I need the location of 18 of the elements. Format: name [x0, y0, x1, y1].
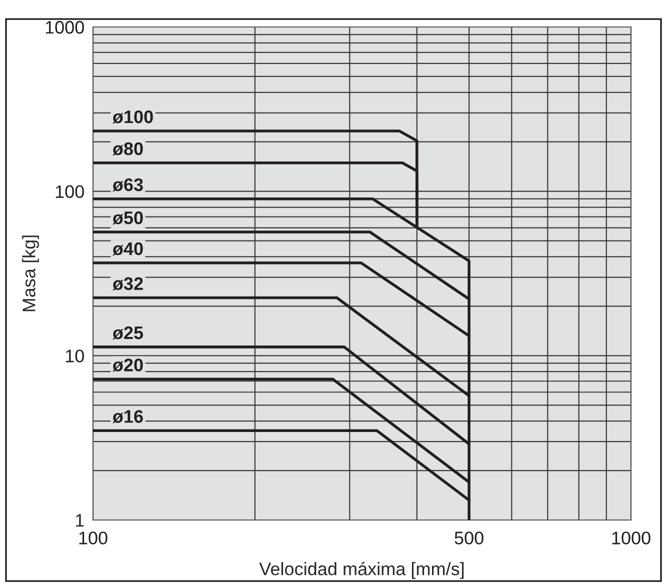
y-tick-label: 1000: [46, 20, 84, 34]
series-label: ø32: [112, 277, 143, 290]
y-tick-label: 1: [76, 514, 84, 527]
y-axis-title: Masa [kg]: [22, 236, 39, 312]
x-tick-label: 100: [79, 532, 108, 544]
x-tick-label: 1000: [612, 532, 650, 544]
x-axis-title: Velocidad máxima [mm/s]: [259, 562, 464, 579]
series-label: ø25: [112, 326, 144, 340]
series-label: ø40: [112, 242, 143, 256]
x-tick-label: 500: [454, 532, 484, 544]
y-tick-label: 100: [56, 185, 84, 198]
series-label: ø80: [112, 142, 143, 156]
series-label: ø20: [112, 358, 143, 372]
series-label: ø16: [112, 410, 143, 424]
y-tick-label: 10: [66, 350, 84, 362]
series-label: ø50: [112, 211, 143, 225]
series-label: ø100: [112, 110, 153, 124]
series-label: ø63: [112, 178, 143, 192]
